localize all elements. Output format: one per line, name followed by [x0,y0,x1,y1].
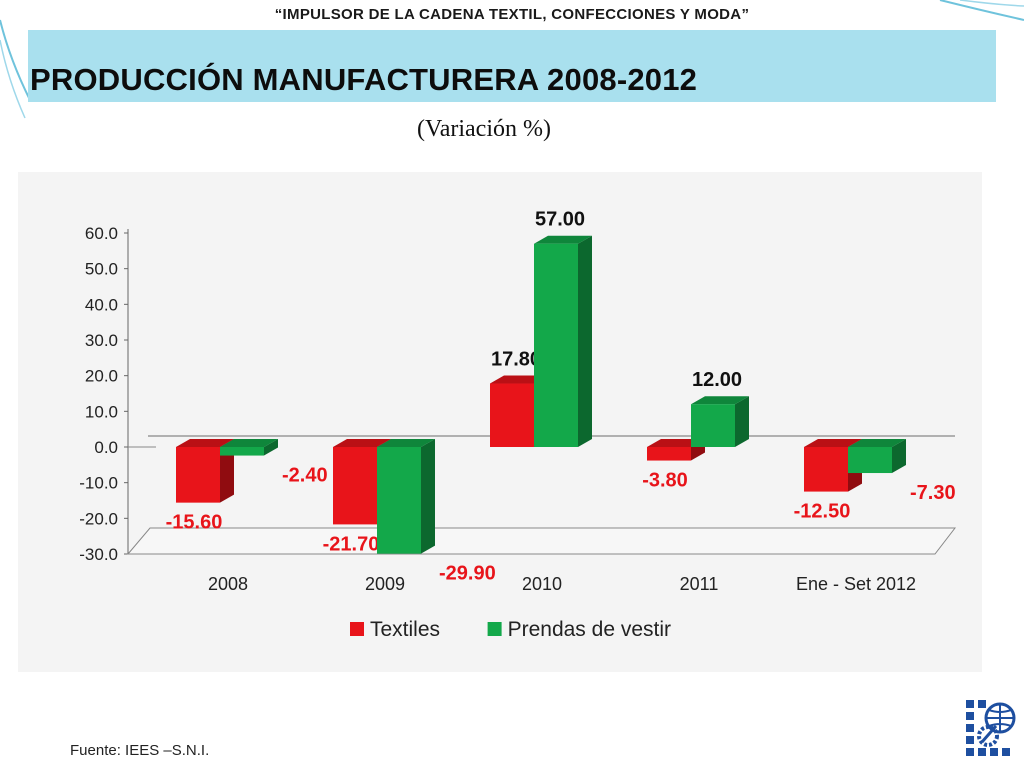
bar-prendas-de-vestir [534,243,578,447]
y-tick-label: 0.0 [94,438,118,457]
slide-title: PRODUCCIÓN MANUFACTURERA 2008-2012 [30,62,698,97]
bar-top-prendas-de-vestir [691,396,749,405]
globe-gear-emblem-icon [964,698,1020,760]
y-tick-label: -10.0 [79,474,118,493]
source-note: Fuente: IEES –S.N.I. [70,742,210,759]
bar-textiles [333,447,377,525]
bar-prendas-de-vestir [848,447,892,474]
x-tick-label: 2011 [680,574,719,594]
bar-textiles [490,383,534,447]
bar-side-prendas-de-vestir [421,439,435,554]
x-tick-label: 2009 [365,574,405,594]
data-label: -7.30 [910,482,956,504]
bar-top-textiles [647,439,705,447]
x-tick-label: 2008 [208,574,248,594]
bar-top-textiles [333,439,391,447]
x-tick-label: Ene - Set 2012 [796,574,916,594]
data-label: -29.90 [439,563,496,585]
legend-label: Prendas de vestir [508,618,671,641]
chart-floor [126,527,957,555]
bar-textiles [647,447,691,461]
bar-prendas-de-vestir [377,447,421,554]
banner-text: “IMPULSOR DE LA CADENA TEXTIL, CONFECCIO… [274,6,750,23]
x-tick-label: 2010 [522,574,562,594]
title-box [28,30,996,102]
y-tick-label: 60.0 [85,224,118,243]
y-tick-label: 40.0 [85,295,118,314]
bar-top-prendas-de-vestir [534,235,592,244]
bar-top-prendas-de-vestir [377,439,435,447]
bar-top-textiles [490,375,548,384]
bar-prendas-de-vestir [220,447,264,456]
bar-top-textiles [804,439,862,447]
header-banner: “IMPULSOR DE LA CADENA TEXTIL, CONFECCIO… [0,0,1024,30]
y-tick-label: 10.0 [85,402,118,421]
bar-side-prendas-de-vestir [735,396,749,447]
bar-textiles [804,447,848,492]
y-tick-label: -30.0 [79,545,118,564]
slide-subtitle: (Variación %) [417,116,551,142]
y-tick-label: -20.0 [79,509,118,528]
decorative-swoosh [0,0,1024,119]
data-label: 12.00 [692,369,742,391]
bar-top-prendas-de-vestir [220,439,278,447]
bar-side-prendas-de-vestir [578,235,592,447]
legend-swatch [350,622,364,636]
data-label: -21.70 [323,533,380,555]
legend-label: Textiles [370,618,440,641]
bar-textiles [176,447,220,503]
y-tick-label: 30.0 [85,331,118,350]
y-tick-label: 50.0 [85,260,118,279]
bar-top-prendas-de-vestir [848,439,906,447]
bar-side-prendas-de-vestir [264,439,278,456]
bar-prendas-de-vestir [691,404,735,447]
y-tick-label: 20.0 [85,367,118,386]
data-label: -15.60 [166,512,223,534]
data-label: 57.00 [535,209,585,231]
data-label: -2.40 [282,465,328,487]
bar-top-textiles [176,439,234,447]
bar-side-prendas-de-vestir [892,439,906,474]
legend-swatch [487,622,502,636]
data-label: 17.80 [491,349,541,371]
data-label: -12.50 [794,501,851,523]
data-label: -3.80 [642,470,688,492]
